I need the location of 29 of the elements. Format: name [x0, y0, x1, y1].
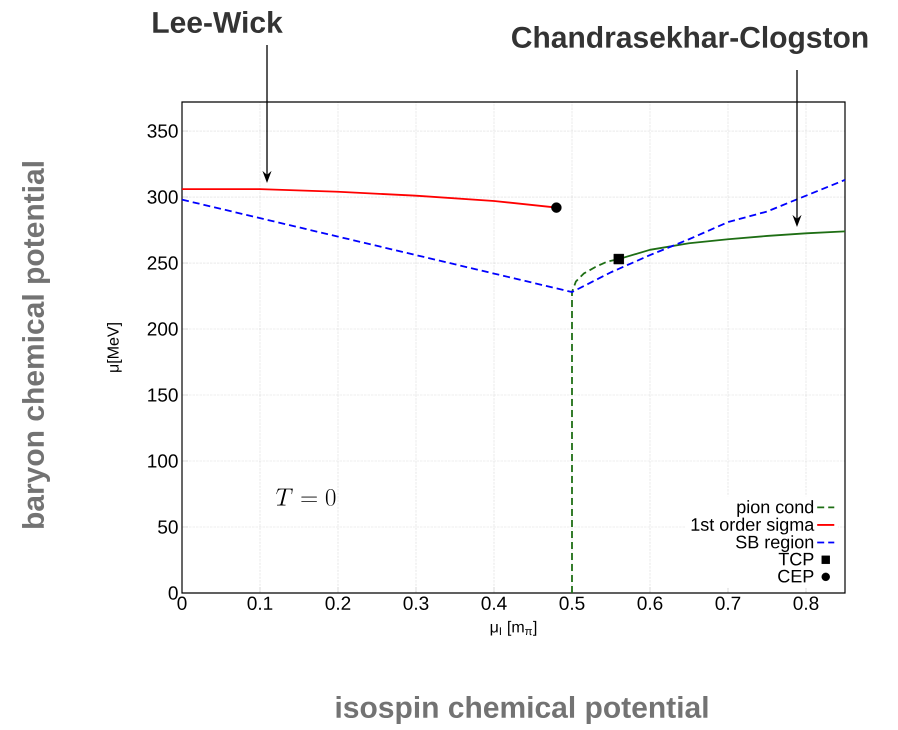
y-tick-label: 200 [148, 322, 178, 336]
annotation: $T = 0$ [276, 488, 336, 506]
y-axis-title: μ[MeV] [106, 323, 122, 372]
text: isospin chemical potential [336, 696, 708, 724]
text: Lee-Wick [153, 10, 283, 34]
y-tick-label: 150 [148, 388, 178, 402]
x-tick-label: 0.6 [638, 596, 662, 610]
x-tick-label: 0 [177, 596, 187, 610]
x-tick-label: 0.5 [560, 596, 584, 610]
x-tick-label: 0.4 [482, 596, 507, 610]
x-tick-label: 0.1 [248, 596, 272, 610]
text: Chandrasekhar-Clogston [512, 26, 868, 54]
legend-label: pion cond [737, 500, 814, 517]
y-tick-label: 50 [158, 520, 178, 534]
x-tick-label: 0.3 [404, 596, 428, 610]
text: baryon chemical potential [22, 162, 50, 528]
legend-label: 1st order sigma [692, 518, 814, 534]
x-tick-label: 0.7 [716, 596, 740, 610]
y-tick-label: 250 [148, 256, 178, 270]
x-tick-label: 0.8 [794, 596, 818, 610]
y-tick-label: 350 [147, 124, 178, 138]
y-tick-label: 300 [147, 190, 178, 204]
legend-label: CEP [778, 570, 814, 583]
legend-label: SB region [736, 535, 814, 552]
x-axis-title: μ$_{I}$ [m$_{π}$] [490, 620, 536, 636]
y-tick-label: 100 [148, 454, 178, 468]
y-tick-label: 0 [168, 586, 178, 600]
legend-label: TCP [778, 552, 814, 566]
x-tick-label: 0.2 [326, 596, 350, 610]
